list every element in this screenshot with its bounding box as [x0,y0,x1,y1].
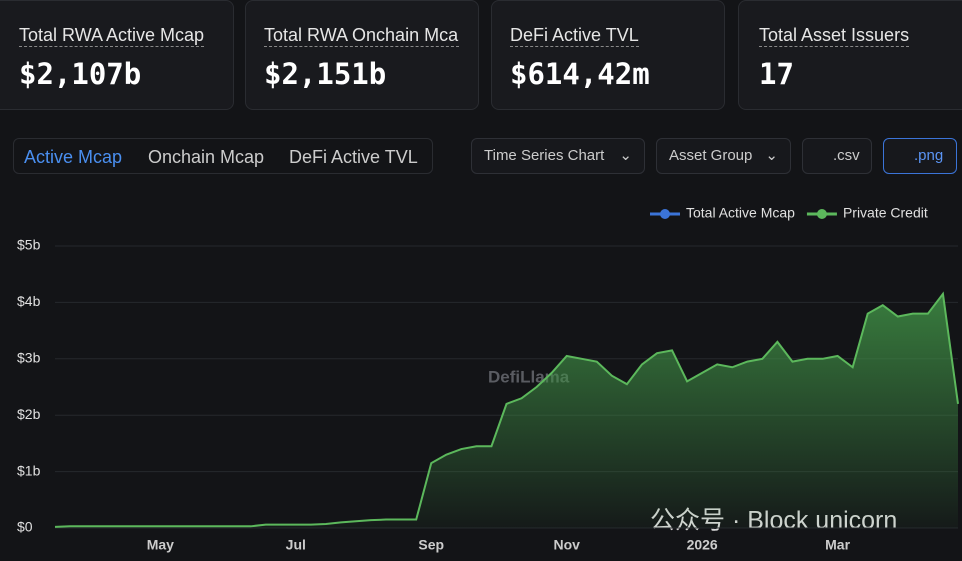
stat-value: $614,42m [510,57,650,91]
area [55,293,958,528]
x-tick-label: Jul [286,537,306,553]
x-tick-label: Mar [825,537,850,553]
tab-group: Active Mcap Onchain Mcap DeFi Active TVL [13,138,433,174]
button[interactable]: .csv [802,138,872,174]
tab[interactable]: DeFi Active TVL [289,147,418,167]
x-tick-label: May [147,537,174,553]
stat-card: Total Asset Issuers 17 [738,0,962,110]
legend-swatch [660,209,670,219]
stat-label: Total RWA Active Mcap [19,25,205,47]
x-tick-label: Sep [418,537,444,553]
stat-value: $2,107b [19,57,142,91]
y-tick-label: $2b [17,406,41,422]
dropdown[interactable]: Asset Group ⌄ [656,138,791,174]
stat-card: Total RWA Active Mcap $2,107b [0,0,234,110]
line [54,291,959,528]
y-tick-label: $1b [17,462,41,478]
tab[interactable]: Active Mcap [24,147,123,167]
legend-label: Total Active Mcap [686,205,795,221]
stat-value: 17 [759,57,794,91]
button-label: Asset Group [669,147,753,164]
stat-card: Total RWA Onchain Mcap $2,151b [245,0,479,110]
legend-label: Private Credit [843,205,928,221]
y-tick-label: $4b [17,293,41,309]
stat-card: DeFi Active TVL $614,42m [491,0,725,110]
legend-swatch [816,209,827,219]
button[interactable]: .png [883,138,957,174]
x-tick-label: Nov [553,537,580,553]
stat-label: Total RWA Onchain Mcap [264,25,459,47]
button-label: .csv [833,147,860,164]
y-tick-label: $5b [17,237,41,253]
stat-label: Total Asset Issuers [759,25,910,47]
x-tick-label: 2026 [687,537,718,553]
y-tick-label: $0 [17,519,33,535]
stat-value: $2,151b [264,57,387,91]
y-tick-label: $3b [17,350,41,366]
button-label: .png [914,147,944,164]
tab[interactable]: Onchain Mcap [148,147,265,167]
dropdown[interactable]: Time Series Chart ⌄ [471,138,645,174]
stat-label: DeFi Active TVL [510,25,639,47]
button-label: Time Series Chart [484,147,605,164]
